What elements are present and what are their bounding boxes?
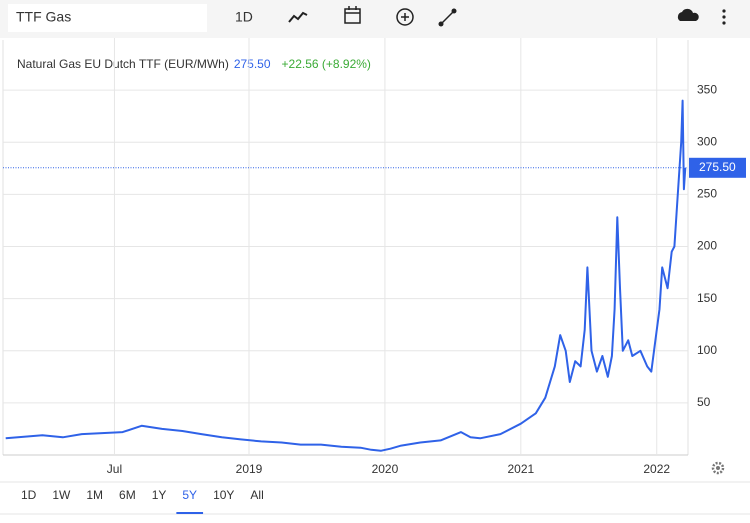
interval-button[interactable]: 1D bbox=[235, 9, 253, 25]
x-tick-label: Jul bbox=[107, 462, 122, 476]
range-button[interactable]: 1M bbox=[86, 488, 103, 502]
x-tick-label: 2019 bbox=[236, 462, 263, 476]
chart-title: Natural Gas EU Dutch TTF (EUR/MWh) bbox=[17, 57, 229, 71]
calendar-icon[interactable] bbox=[344, 6, 361, 24]
range-button[interactable]: 5Y bbox=[182, 488, 197, 502]
add-icon[interactable] bbox=[396, 8, 414, 26]
range-button[interactable]: All bbox=[250, 488, 263, 502]
range-button[interactable]: 1Y bbox=[152, 488, 167, 502]
y-tick-label: 300 bbox=[697, 134, 717, 148]
price-tag bbox=[689, 157, 746, 178]
settings-icon[interactable] bbox=[711, 461, 725, 475]
range-button[interactable]: 1W bbox=[52, 488, 71, 502]
download-icon[interactable] bbox=[677, 8, 699, 21]
y-tick-label: 100 bbox=[697, 343, 717, 357]
y-tick-label: 250 bbox=[697, 187, 717, 201]
price-tag-label: 275.50 bbox=[699, 160, 736, 174]
range-button[interactable]: 10Y bbox=[213, 488, 234, 502]
range-button[interactable]: 6M bbox=[119, 488, 136, 502]
x-tick-label: 2021 bbox=[507, 462, 534, 476]
y-tick-label: 150 bbox=[697, 291, 717, 305]
x-tick-label: 2020 bbox=[372, 462, 399, 476]
header-price: 275.50 bbox=[234, 57, 271, 71]
change-label: +22.56 (+8.92%) bbox=[282, 57, 371, 71]
y-tick-label: 350 bbox=[697, 82, 717, 96]
x-tick-label: 2022 bbox=[643, 462, 670, 476]
y-tick-label: 50 bbox=[697, 395, 711, 409]
price-line bbox=[5, 99, 687, 452]
y-tick-label: 200 bbox=[697, 239, 717, 253]
draw-icon[interactable] bbox=[438, 8, 457, 27]
chart-type-icon[interactable] bbox=[288, 11, 308, 23]
search-box[interactable] bbox=[8, 4, 207, 32]
search-text: TTF Gas bbox=[16, 9, 71, 25]
menu-icon[interactable] bbox=[722, 9, 726, 25]
range-button[interactable]: 1D bbox=[21, 488, 37, 502]
